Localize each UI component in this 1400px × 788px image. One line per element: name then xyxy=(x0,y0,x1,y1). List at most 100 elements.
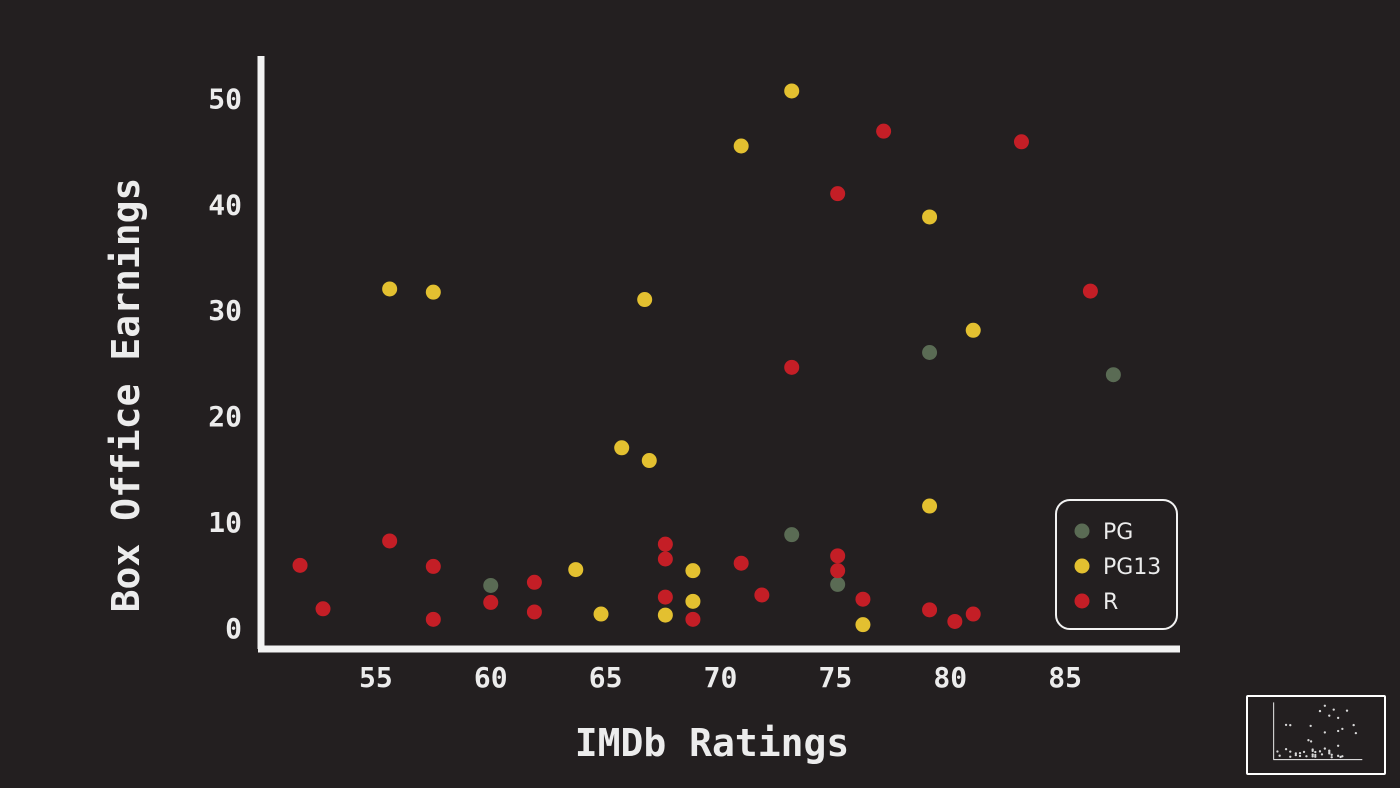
legend-marker-pg xyxy=(1074,523,1090,539)
point-r xyxy=(922,602,938,618)
thumbnail-point-r xyxy=(1289,755,1292,758)
point-r xyxy=(754,587,770,603)
thumbnail-point-r xyxy=(1284,748,1288,751)
point-pg13 xyxy=(614,440,630,456)
thumbnail-point-r xyxy=(1318,750,1322,753)
y-tick-label: 10 xyxy=(208,506,242,539)
point-pg13 xyxy=(637,292,653,308)
point-r xyxy=(1013,134,1029,150)
y-tick-labels: 0 10 20 30 40 50 xyxy=(208,82,242,644)
chart-thumbnail-preview[interactable] xyxy=(1246,695,1386,775)
thumbnail-point-r xyxy=(1352,723,1355,727)
thumbnail-point-pg13 xyxy=(1311,755,1314,758)
thumbnail-point-pg xyxy=(1354,731,1358,735)
thumbnail-point-pg13 xyxy=(1336,744,1340,747)
thumbnail-point-r xyxy=(1289,750,1292,753)
thumbnail-point-r xyxy=(1294,753,1297,757)
thumbnail-point-r xyxy=(1311,749,1314,753)
point-pg xyxy=(1105,367,1121,383)
point-pg13 xyxy=(965,322,981,338)
thumbnail-point-r xyxy=(1320,753,1324,756)
thumbnail-point-pg13 xyxy=(1341,727,1344,731)
thumbnail-point-pg13 xyxy=(1309,724,1312,728)
point-pg13 xyxy=(922,498,938,514)
data-points xyxy=(292,83,1121,633)
point-r xyxy=(1082,283,1098,299)
point-r xyxy=(784,359,800,375)
point-r xyxy=(830,563,846,579)
point-r xyxy=(382,533,398,549)
point-pg13 xyxy=(425,284,441,300)
point-pg13 xyxy=(855,617,871,633)
y-tick-label: 40 xyxy=(208,188,242,221)
point-pg xyxy=(922,345,938,360)
thumbnail-point-pg xyxy=(1336,729,1340,733)
point-r xyxy=(526,574,542,590)
thumbnail-point-r xyxy=(1330,753,1333,756)
legend-marker-pg13 xyxy=(1074,558,1090,574)
y-tick-label: 30 xyxy=(208,294,242,327)
thumbnail-point-pg13 xyxy=(1330,756,1333,759)
point-r xyxy=(855,591,871,607)
y-axis-title: Box Office Earnings xyxy=(104,178,148,613)
point-r xyxy=(685,611,701,627)
thumbnail-point-r xyxy=(1328,714,1331,717)
x-axis-title: IMDb Ratings xyxy=(575,721,850,765)
thumbnail-point-r xyxy=(1298,754,1302,758)
point-r xyxy=(947,613,963,629)
point-r xyxy=(315,601,331,617)
thumbnail-point-pg13 xyxy=(1318,709,1322,713)
x-tick-label: 70 xyxy=(704,661,738,694)
point-pg13 xyxy=(733,138,749,154)
thumbnail-point-r xyxy=(1314,755,1317,758)
thumbnail-point-r xyxy=(1276,750,1279,753)
thumbnail-point-pg xyxy=(1323,747,1327,750)
point-r xyxy=(483,594,499,610)
thumbnail-point-pg13 xyxy=(1307,739,1310,742)
legend-label-pg13: PG13 xyxy=(1103,555,1161,580)
legend-label-pg: PG xyxy=(1103,520,1133,545)
x-tick-label: 65 xyxy=(589,661,623,694)
point-pg13 xyxy=(685,563,701,579)
point-pg xyxy=(483,577,499,593)
point-pg xyxy=(830,576,846,592)
point-r xyxy=(733,555,749,571)
thumbnail-point-pg13 xyxy=(1314,750,1317,754)
point-r xyxy=(965,606,981,622)
thumbnail-point-pg13 xyxy=(1289,724,1292,727)
thumbnail-point-pg13 xyxy=(1314,753,1317,757)
point-r xyxy=(526,604,542,620)
point-r xyxy=(657,536,673,552)
thumbnail-point-pg13 xyxy=(1302,750,1306,754)
thumbnail-point-r xyxy=(1328,750,1331,754)
thumbnail-point-pg13 xyxy=(1284,723,1288,727)
point-r xyxy=(830,548,846,564)
thumbnail-point-r xyxy=(1341,755,1344,758)
point-r xyxy=(830,186,846,202)
thumbnail-point-r xyxy=(1332,708,1335,711)
point-r xyxy=(876,123,892,139)
thumbnail-point-r xyxy=(1339,755,1342,759)
x-tick-label: 75 xyxy=(819,661,853,694)
y-tick-label: 50 xyxy=(208,82,242,115)
point-r xyxy=(425,558,441,574)
legend-label-r: R xyxy=(1103,590,1118,615)
x-tick-label: 85 xyxy=(1048,661,1082,694)
thumbnail-chart xyxy=(1273,702,1363,761)
point-pg13 xyxy=(784,83,800,99)
point-pg xyxy=(784,527,800,543)
point-r xyxy=(657,551,673,567)
point-pg13 xyxy=(922,209,938,225)
thumbnail-point-pg13 xyxy=(1323,704,1327,707)
thumbnail-point-r xyxy=(1278,754,1281,757)
point-pg13 xyxy=(568,562,584,578)
legend-marker-r xyxy=(1074,593,1090,609)
x-tick-label: 60 xyxy=(474,661,508,694)
point-pg13 xyxy=(382,281,398,297)
point-r xyxy=(292,557,308,573)
thumbnail-point-r xyxy=(1311,753,1314,756)
x-tick-labels: 55 60 65 70 75 80 85 xyxy=(359,661,1082,694)
thumbnail-point-pg xyxy=(1294,752,1297,755)
point-pg13 xyxy=(641,453,657,469)
